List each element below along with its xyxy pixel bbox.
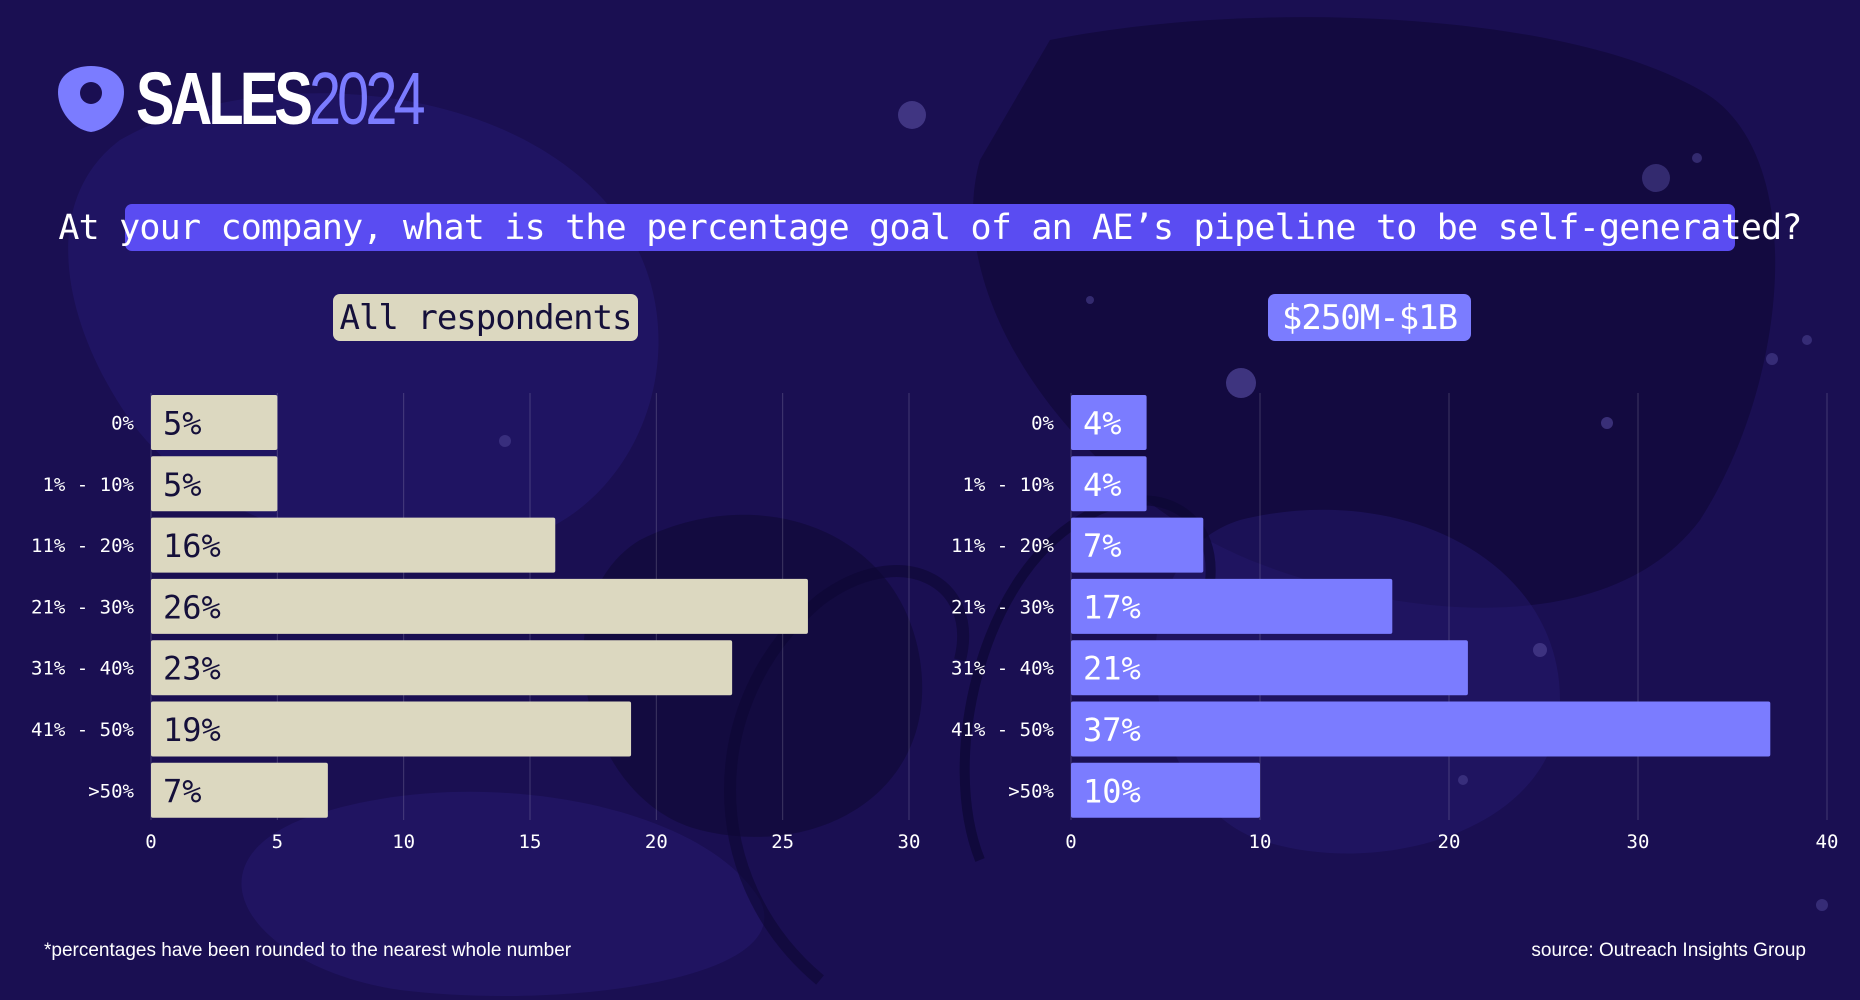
bar-all bbox=[151, 640, 733, 696]
brand-name: SALES bbox=[136, 57, 313, 140]
bg-dot bbox=[1802, 335, 1812, 345]
x-tick-label: 5 bbox=[272, 831, 283, 853]
bar-segment bbox=[1071, 517, 1204, 573]
value-label: 4% bbox=[1083, 405, 1122, 443]
bar-segment bbox=[1071, 395, 1147, 450]
x-tick-label: 30 bbox=[898, 831, 921, 853]
bg-dot bbox=[1086, 296, 1094, 304]
x-tick-label: 20 bbox=[645, 831, 668, 853]
value-label: 10% bbox=[1083, 772, 1141, 810]
category-label: 31% - 40% bbox=[951, 658, 1055, 680]
category-label: 41% - 50% bbox=[951, 719, 1055, 741]
x-tick-label: 0 bbox=[1065, 831, 1076, 853]
bar-all bbox=[151, 578, 808, 634]
bar-segment bbox=[1071, 640, 1468, 696]
category-label: 0% bbox=[111, 413, 134, 435]
x-tick-label: 10 bbox=[1249, 831, 1272, 853]
footnote: *percentages have been rounded to the ne… bbox=[44, 940, 572, 961]
category-label: >50% bbox=[1008, 780, 1054, 802]
bar-all bbox=[151, 517, 556, 573]
bg-dot bbox=[1533, 643, 1547, 657]
value-label: 16% bbox=[163, 527, 221, 565]
bar-segment bbox=[1071, 762, 1260, 818]
value-label: 5% bbox=[163, 466, 202, 504]
brand-wordmark: SALES 2024 bbox=[136, 57, 426, 140]
value-label: 23% bbox=[163, 650, 221, 688]
category-label: 11% - 20% bbox=[31, 535, 135, 557]
category-label: 1% - 10% bbox=[962, 474, 1054, 496]
brand-year: 2024 bbox=[308, 57, 426, 140]
bar-segment bbox=[1071, 701, 1771, 757]
bg-shape bbox=[241, 791, 765, 996]
value-label: 21% bbox=[1083, 650, 1141, 688]
bar-all bbox=[151, 395, 278, 450]
bar-all bbox=[151, 762, 328, 818]
x-tick-label: 0 bbox=[145, 831, 156, 853]
value-label: 7% bbox=[1083, 527, 1122, 565]
bg-dot bbox=[1816, 899, 1828, 911]
value-label: 7% bbox=[163, 772, 202, 810]
x-tick-label: 15 bbox=[519, 831, 542, 853]
category-label: 21% - 30% bbox=[31, 596, 135, 618]
source-note: source: Outreach Insights Group bbox=[1531, 940, 1806, 961]
category-label: >50% bbox=[88, 780, 134, 802]
bar-all bbox=[151, 701, 632, 757]
category-label: 1% - 10% bbox=[42, 474, 134, 496]
category-label: 41% - 50% bbox=[31, 719, 135, 741]
bar-segment bbox=[1071, 578, 1393, 634]
value-label: 17% bbox=[1083, 588, 1141, 626]
category-label: 31% - 40% bbox=[31, 658, 135, 680]
value-label: 26% bbox=[163, 588, 221, 626]
value-label: 37% bbox=[1083, 711, 1141, 749]
bar-all bbox=[151, 456, 278, 512]
value-label: 5% bbox=[163, 405, 202, 443]
bg-dot bbox=[898, 101, 926, 129]
brand-logo: SALES 2024 bbox=[54, 62, 502, 136]
value-label: 19% bbox=[163, 711, 221, 749]
bg-dot bbox=[1458, 775, 1468, 785]
bg-dot bbox=[499, 435, 511, 447]
shield-logo-icon bbox=[58, 66, 124, 132]
x-tick-label: 30 bbox=[1627, 831, 1650, 853]
x-tick-label: 40 bbox=[1816, 831, 1839, 853]
value-label: 4% bbox=[1083, 466, 1122, 504]
category-label: 11% - 20% bbox=[951, 535, 1055, 557]
survey-question: At your company, what is the percentage … bbox=[58, 204, 1802, 251]
category-label: 21% - 30% bbox=[951, 596, 1055, 618]
bg-dot bbox=[1766, 353, 1778, 365]
x-tick-label: 20 bbox=[1438, 831, 1461, 853]
bg-dot bbox=[1692, 153, 1702, 163]
category-label: 0% bbox=[1031, 413, 1054, 435]
panel-title-250m-1b: $250M-$1B bbox=[1268, 294, 1471, 341]
panel-title-all-respondents: All respondents bbox=[333, 294, 638, 341]
x-tick-label: 10 bbox=[392, 831, 415, 853]
bg-dot bbox=[1601, 417, 1613, 429]
x-tick-label: 25 bbox=[771, 831, 794, 853]
bar-segment bbox=[1071, 456, 1147, 512]
bg-dot bbox=[1642, 164, 1670, 192]
bg-dot bbox=[1226, 368, 1256, 398]
